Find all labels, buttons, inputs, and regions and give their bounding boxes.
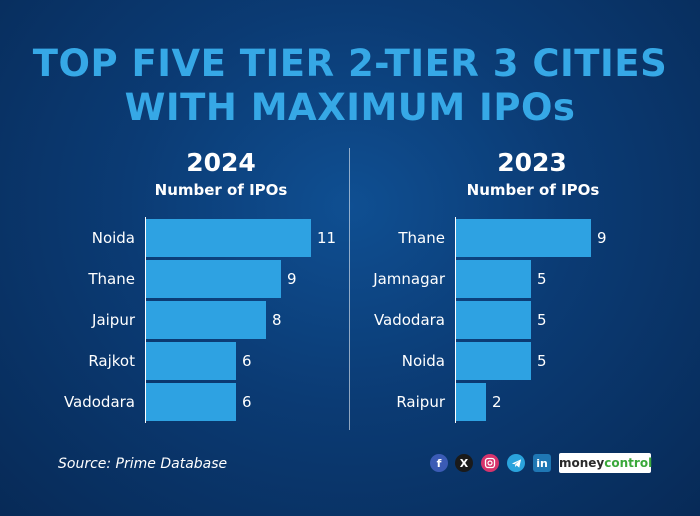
linkedin-icon[interactable]: in — [533, 454, 551, 472]
facebook-icon[interactable]: f — [430, 454, 448, 472]
value-label: 11 — [317, 229, 337, 247]
title-line-2: WITH MAXIMUM IPOs — [124, 86, 576, 129]
bar — [146, 260, 281, 298]
value-label: 5 — [537, 311, 547, 329]
chart-panel-2024: 2024 Number of IPOs Noida 11 Thane 9 Jaipur 8… — [40, 148, 340, 438]
chart-panel-2023: 2023 Number of IPOs Thane 9 Jamnagar 5 Vadod… — [350, 148, 650, 438]
category-label: Thane — [398, 229, 445, 247]
bar — [456, 301, 531, 339]
value-label: 9 — [287, 270, 297, 288]
value-label: 6 — [242, 352, 252, 370]
bar — [456, 219, 591, 257]
bar — [146, 342, 236, 380]
title-line-1: TOP FIVE TIER 2-TIER 3 CITIES — [32, 42, 668, 85]
y-axis-line — [455, 217, 456, 423]
value-label: 6 — [242, 393, 252, 411]
x-icon[interactable]: X — [455, 454, 473, 472]
instagram-icon[interactable] — [481, 454, 499, 472]
panel-subtitle: Number of IPOs — [154, 181, 288, 199]
value-label: 2 — [492, 393, 502, 411]
value-label: 9 — [597, 229, 607, 247]
panel-divider — [349, 148, 350, 430]
category-label: Jaipur — [92, 311, 135, 329]
category-label: Jamnagar — [373, 270, 445, 288]
category-label: Vadodara — [63, 393, 135, 411]
y-axis-line — [145, 217, 146, 423]
value-label: 8 — [272, 311, 282, 329]
brand-part-2: control — [604, 456, 653, 470]
value-label: 5 — [537, 352, 547, 370]
moneycontrol-logo: moneycontrol — [559, 453, 653, 473]
bar — [456, 260, 531, 298]
telegram-icon[interactable] — [507, 454, 525, 472]
category-label: Vadodara — [373, 311, 445, 329]
bar — [456, 342, 531, 380]
bar — [146, 383, 236, 421]
source-note: Source: Prime Database — [58, 456, 228, 472]
panel-year: 2024 — [186, 148, 256, 177]
panel-year: 2023 — [497, 148, 567, 177]
category-label: Raipur — [396, 393, 445, 411]
value-label: 5 — [537, 270, 547, 288]
category-label: Rajkot — [88, 352, 135, 370]
category-label: Noida — [401, 352, 445, 370]
bar — [456, 383, 486, 421]
bar — [146, 219, 311, 257]
category-label: Thane — [88, 270, 135, 288]
brand-part-1: money — [559, 456, 605, 470]
category-label: Noida — [91, 229, 135, 247]
chart-title: TOP FIVE TIER 2-TIER 3 CITIES WITH MAXIM… — [0, 42, 700, 130]
panel-subtitle: Number of IPOs — [466, 181, 600, 199]
bar — [146, 301, 266, 339]
